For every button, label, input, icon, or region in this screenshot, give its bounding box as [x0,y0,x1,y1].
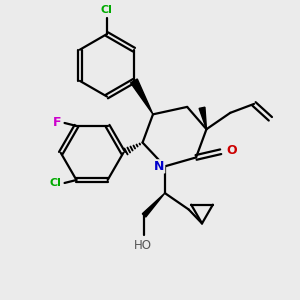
Text: Cl: Cl [101,5,113,15]
Polygon shape [199,107,206,129]
Text: Cl: Cl [50,178,62,188]
Polygon shape [142,193,165,217]
Text: O: O [226,144,237,157]
Text: F: F [53,116,61,130]
Text: N: N [154,160,165,173]
Polygon shape [130,79,153,114]
Text: HO: HO [134,239,152,252]
